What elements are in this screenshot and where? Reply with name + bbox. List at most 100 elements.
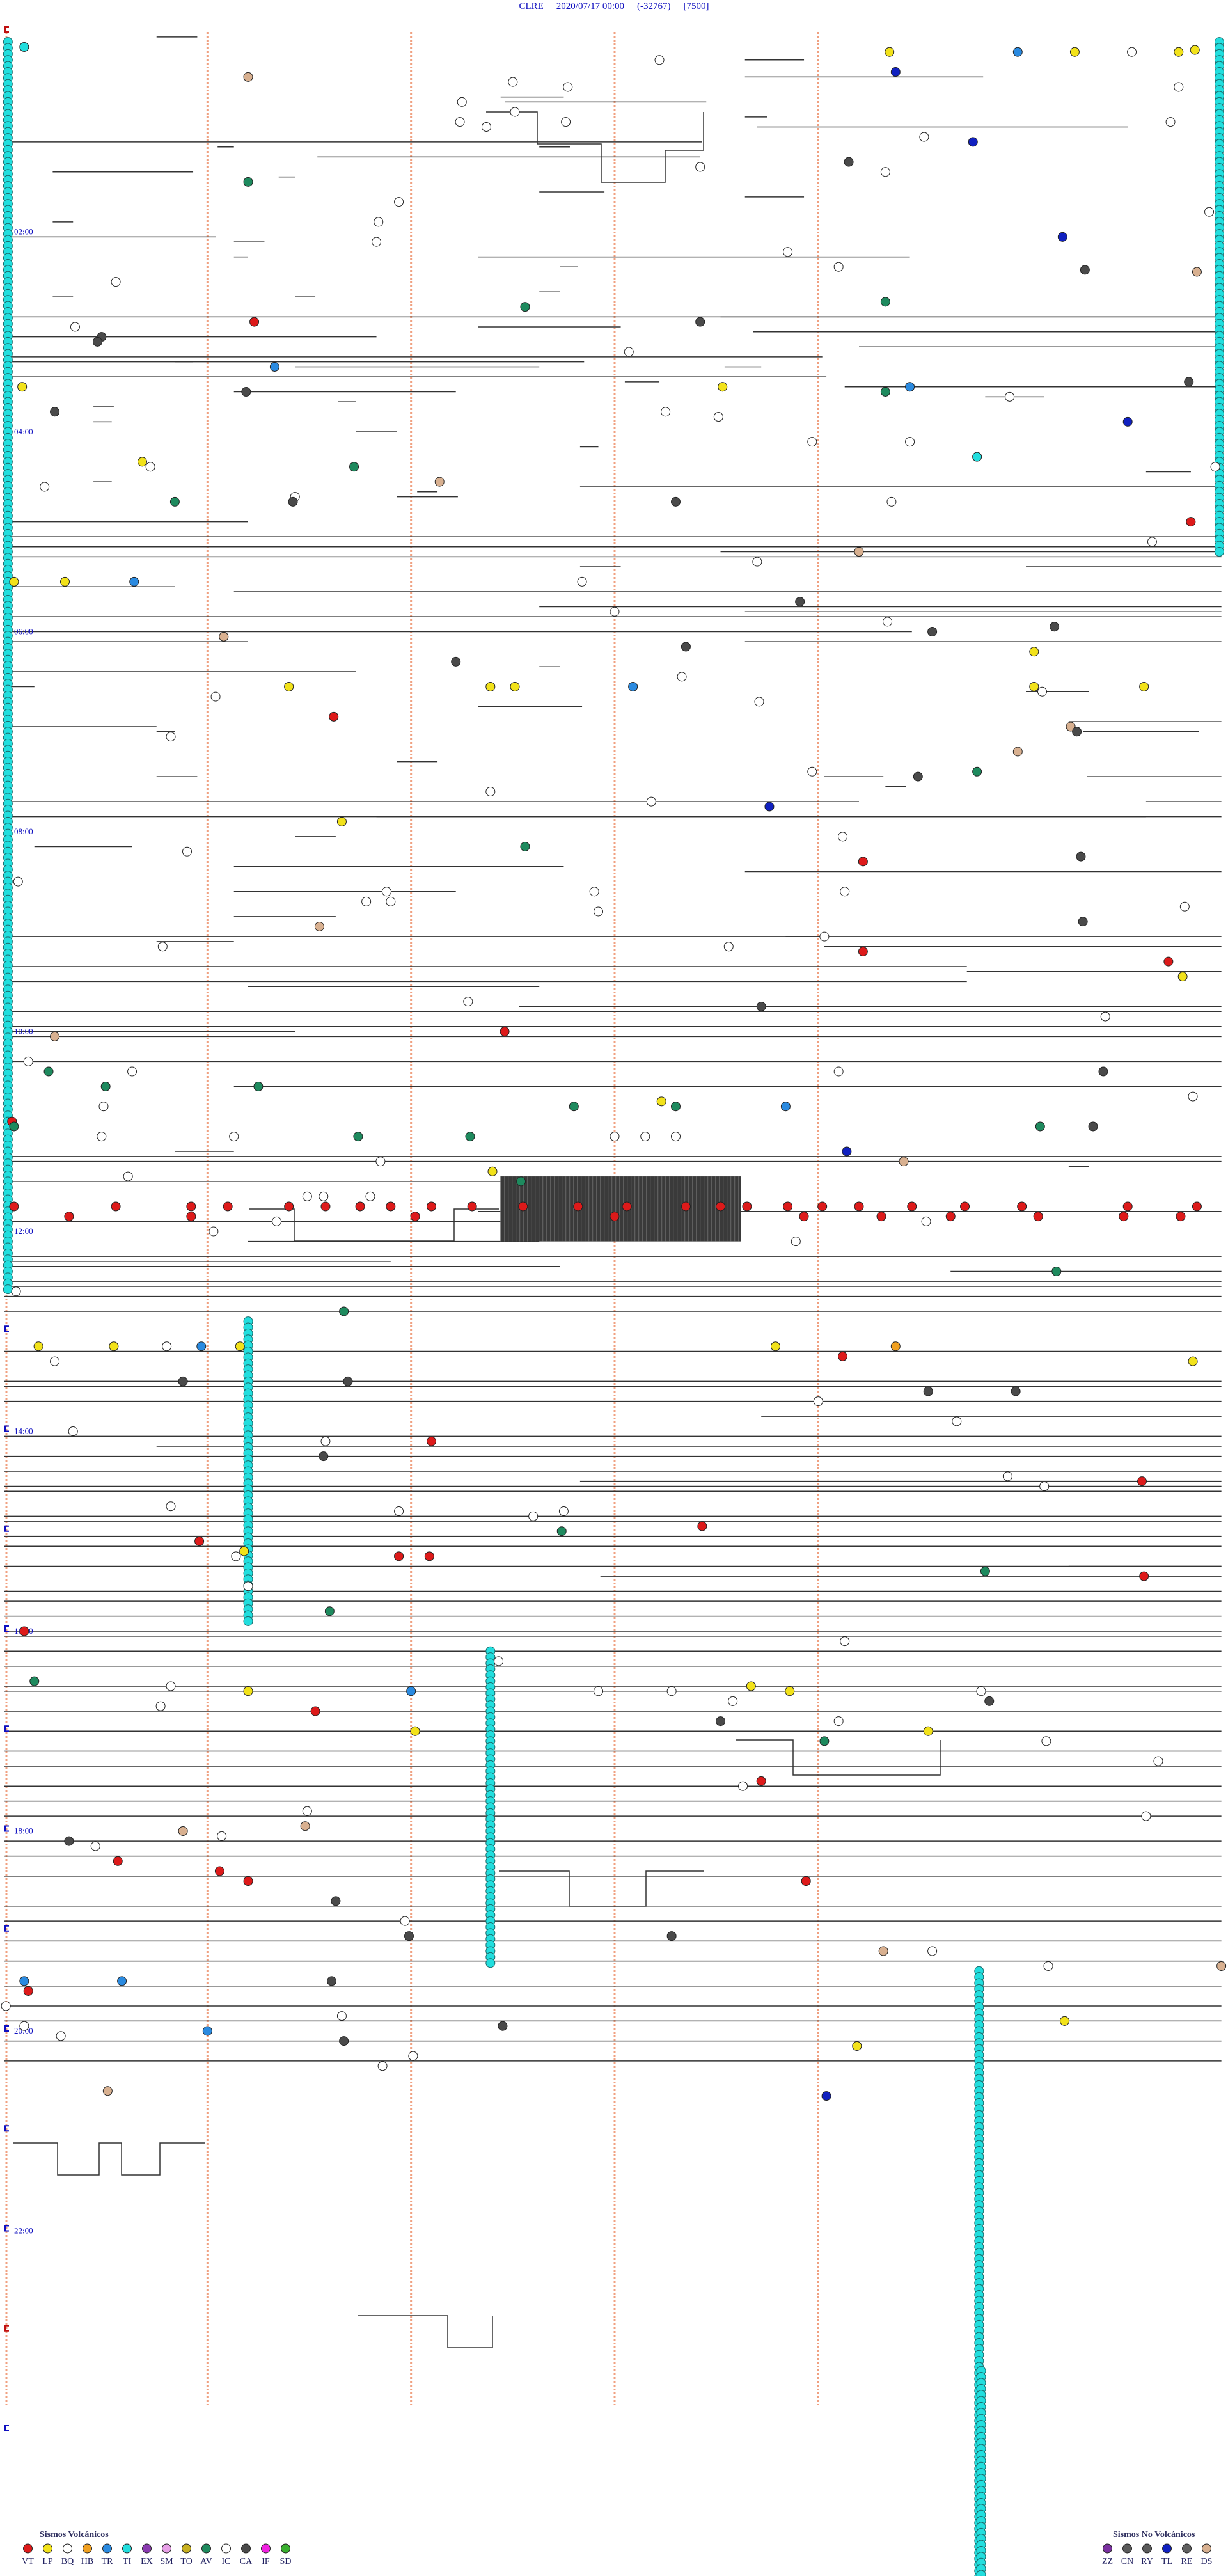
event-BQ-141 <box>1188 1091 1198 1102</box>
event-BQ-228 <box>1002 1471 1012 1482</box>
event-CA-149 <box>1088 1121 1098 1132</box>
event-BQ-258 <box>728 1696 738 1706</box>
event-LP-93 <box>1139 681 1149 691</box>
event-BQ-129 <box>463 997 473 1007</box>
event-VT-169 <box>186 1201 196 1212</box>
event-BQ-16 <box>1165 117 1176 127</box>
event-TR-90 <box>628 681 638 691</box>
event-BQ-230 <box>1039 1481 1050 1491</box>
event-BQ-108 <box>838 832 848 842</box>
event-VT-187 <box>960 1201 970 1212</box>
hour-bracket-24 <box>4 2425 9 2431</box>
event-BQ-15 <box>455 117 465 127</box>
event-TL-158 <box>842 1146 852 1157</box>
event-BQ-52 <box>661 407 671 417</box>
event-VT-226 <box>427 1436 436 1446</box>
event-BQ-95 <box>754 697 764 707</box>
event-BQ-204 <box>791 1237 801 1247</box>
event-VT-179 <box>622 1201 632 1212</box>
hour-bracket-13 <box>4 1325 9 1332</box>
event-BQ-283 <box>400 1916 410 1926</box>
trace-step-0 <box>486 111 704 183</box>
event-CA-98 <box>1072 727 1082 737</box>
event-HB-214 <box>890 1341 901 1352</box>
event-BQ-232 <box>394 1506 404 1516</box>
event-AV-245 <box>324 1606 335 1616</box>
event-CA-301 <box>339 2036 349 2046</box>
legend-dot-SM <box>162 2543 171 2554</box>
legend-code-IF: IF <box>262 2557 270 2566</box>
event-LP-302 <box>852 2041 862 2051</box>
event-BQ-260 <box>155 1701 166 1711</box>
event-CA-21 <box>844 157 854 167</box>
event-VT-132 <box>500 1027 510 1036</box>
volcanic-legend-title: Sismos Volcánicos <box>40 2530 109 2540</box>
legend-code-TR: TR <box>101 2557 113 2566</box>
event-VT-176 <box>467 1201 477 1212</box>
event-BQ-288 <box>1043 1961 1053 1971</box>
event-BQ-68 <box>886 496 897 507</box>
event-BQ-136 <box>127 1066 138 1077</box>
event-CA-218 <box>178 1376 188 1386</box>
event-CA-111 <box>1076 851 1086 862</box>
event-AV-148 <box>9 1121 19 1132</box>
event-VT-246 <box>19 1626 29 1636</box>
hour-bracket-20 <box>4 2025 9 2032</box>
event-LP-73 <box>9 576 19 587</box>
event-BQ-202 <box>921 1216 931 1226</box>
event-VT-281 <box>801 1876 811 1886</box>
event-BQ-152 <box>229 1132 239 1142</box>
event-AV-242 <box>980 1566 990 1576</box>
event-VT-182 <box>742 1201 752 1212</box>
event-BQ-124 <box>157 942 168 952</box>
legend-dot-HB <box>83 2543 92 2554</box>
event-BQ-304 <box>377 2061 388 2071</box>
hour-label-5: 10:00 <box>14 1027 33 1036</box>
header-code: (-32767) <box>637 1 671 12</box>
event-CA-83 <box>681 642 691 652</box>
event-BQ-142 <box>98 1102 109 1112</box>
event-TR-146 <box>780 1102 791 1112</box>
header-datetime: 2020/07/17 00:00 <box>556 1 625 12</box>
hour-bracket-15 <box>4 1525 9 1532</box>
event-BQ-156 <box>640 1132 650 1142</box>
event-BQ-56 <box>905 437 915 447</box>
legend-code-BQ: BQ <box>61 2557 74 2566</box>
event-BQ-92 <box>1037 686 1047 697</box>
event-LP-107 <box>336 816 347 826</box>
event-VT-190 <box>1192 1201 1202 1212</box>
event-BQ-123 <box>819 931 830 942</box>
event-BQ-117 <box>361 896 372 906</box>
event-BQ-164 <box>319 1191 329 1201</box>
event-BQ-76 <box>577 576 587 587</box>
event-BQ-300 <box>56 2031 66 2041</box>
hour-label-11: 22:00 <box>14 2226 33 2236</box>
event-CA-220 <box>923 1386 933 1396</box>
event-VT-280 <box>243 1876 253 1886</box>
event-BQ-277 <box>90 1841 100 1851</box>
event-AV-154 <box>465 1132 475 1142</box>
event-VT-195 <box>799 1212 809 1222</box>
trace-step-1 <box>249 1208 499 1242</box>
event-VT-240 <box>394 1551 404 1561</box>
event-DS-133 <box>50 1031 60 1041</box>
event-VT-278 <box>113 1856 123 1866</box>
hour-bracket-16 <box>4 1625 9 1632</box>
event-BQ-79 <box>883 617 893 627</box>
event-BQ-116 <box>840 887 850 897</box>
event-LP-58 <box>137 457 147 467</box>
event-BQ-165 <box>365 1191 375 1201</box>
event-TR-299 <box>202 2026 212 2036</box>
event-VT-96 <box>329 711 339 722</box>
event-VT-194 <box>610 1212 620 1222</box>
event-LP-256 <box>785 1686 795 1696</box>
event-VT-170 <box>223 1201 233 1212</box>
legend-dot-ZZ <box>1103 2543 1112 2554</box>
hour-label-2: 04:00 <box>14 427 33 436</box>
event-AV-49 <box>880 387 890 397</box>
legend-code-RY: RY <box>1141 2557 1153 2566</box>
event-LP-264 <box>923 1726 933 1736</box>
legend-code-LP: LP <box>42 2557 53 2566</box>
header-scale: [7500] <box>683 1 709 12</box>
event-VT-235 <box>697 1521 707 1531</box>
